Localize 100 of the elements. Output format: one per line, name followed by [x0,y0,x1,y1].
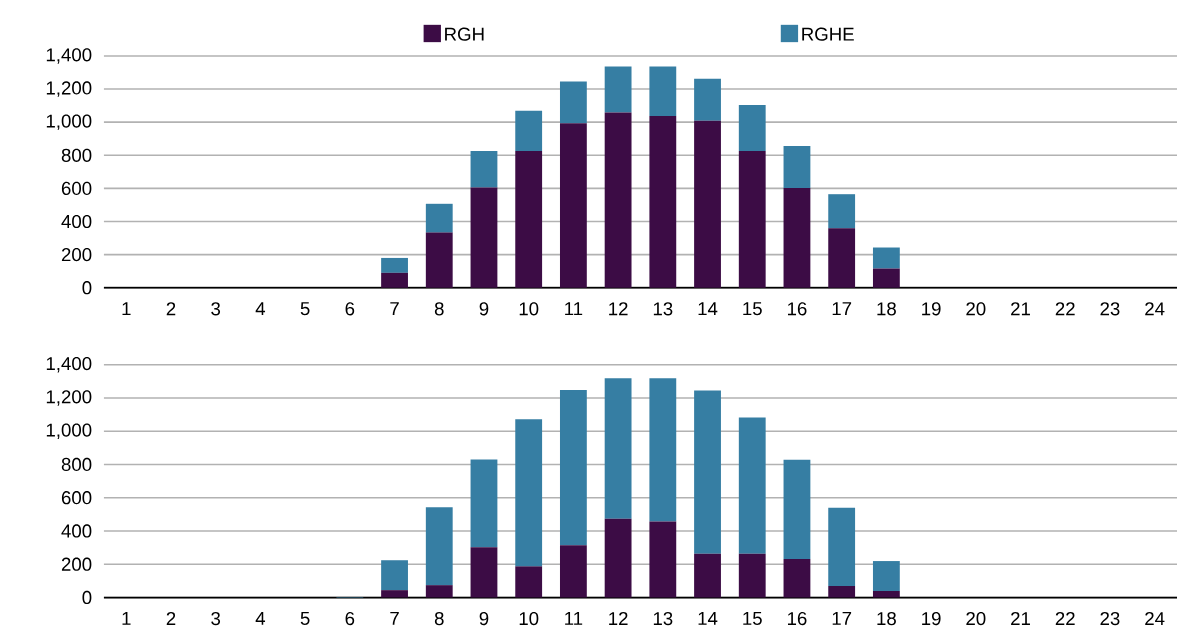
x-tick-label: 4 [255,302,266,315]
bar [783,558,811,598]
x-tick-label: 17 [832,302,852,315]
bar [559,545,587,598]
bar [738,104,766,151]
x-tick-label: 10 [519,301,539,316]
legend-label: RGHE [802,27,854,41]
x-tick-label: 8 [434,301,444,316]
y-tick-label: 400 [61,524,92,538]
bar [783,187,811,288]
x-tick-label: 20 [966,611,986,625]
x-tick-label: 10 [519,611,539,625]
bar [783,145,811,188]
x-tick-label: 24 [1145,611,1165,625]
bar [738,417,766,554]
bar [425,232,453,288]
y-tick-label: 0 [82,280,92,295]
x-tick-label: 1 [122,611,131,625]
x-tick-label: 16 [788,301,807,316]
y-tick-label: 200 [61,557,92,571]
x-tick-label: 3 [211,611,221,625]
bar [515,566,543,598]
y-tick-label: 800 [61,457,92,471]
bar [425,507,453,585]
x-tick-label: 2 [166,301,176,316]
x-tick-label: 17 [832,611,852,625]
x-tick-label: 6 [345,301,355,316]
bar [381,257,408,273]
x-tick-label: 9 [479,611,489,625]
bar [515,110,543,151]
y-tick-label: 1,200 [46,81,92,97]
x-tick-label: 20 [966,301,986,316]
legend-label: RGH [445,27,484,41]
bar [649,521,677,598]
bar [649,115,677,288]
bar [559,389,587,546]
x-tick-label: 14 [698,611,718,625]
x-tick-label: 13 [653,611,673,625]
bar [872,247,900,269]
bar [604,66,632,113]
x-tick-label: 21 [1011,611,1030,625]
x-tick-label: 19 [922,611,941,625]
bar [381,589,408,598]
bar [515,419,543,567]
bar [381,272,408,288]
bar [470,459,498,548]
x-tick-label: 23 [1100,301,1120,316]
x-tick-label: 3 [211,301,221,316]
x-tick-label: 15 [743,302,762,316]
x-tick-label: 12 [609,301,628,316]
x-tick-label: 8 [434,611,444,625]
bar [649,377,677,522]
bar [872,590,900,598]
x-tick-label: 11 [565,611,583,625]
x-tick-label: 22 [1055,301,1075,316]
bar [604,377,632,519]
bar [425,584,453,598]
y-tick-label: 600 [61,490,92,505]
bar [694,120,721,288]
bar [783,459,811,559]
bar [828,507,856,586]
bar [694,390,721,554]
bar [828,585,856,598]
y-tick-label: 1,400 [46,48,92,64]
bar [828,193,856,229]
x-tick-label: 7 [390,611,399,625]
bar [694,78,721,121]
bar [694,553,721,598]
x-tick-label: 22 [1055,611,1075,625]
y-tick-label: 1,400 [46,356,92,373]
bar [381,560,408,590]
y-tick-label: 1,200 [46,390,92,406]
x-tick-label: 7 [390,302,399,315]
bar [425,203,453,233]
y-tick-label: 1,000 [46,423,92,439]
x-tick-label: 5 [300,302,310,316]
bar [872,560,900,591]
bar [470,547,498,598]
y-tick-label: 600 [61,181,92,195]
x-tick-label: 16 [788,611,807,625]
bar [559,81,587,124]
x-tick-label: 12 [609,611,628,625]
x-tick-label: 6 [345,611,355,625]
x-tick-label: 14 [698,302,718,315]
x-tick-label: 15 [743,611,762,625]
x-tick-label: 23 [1100,611,1120,625]
bar [872,268,900,288]
bar [515,150,543,288]
bar [559,123,587,288]
bar [738,553,766,598]
x-tick-label: 18 [877,301,896,316]
x-tick-label: 9 [479,301,489,316]
x-tick-label: 18 [877,611,896,625]
x-tick-label: 1 [122,302,131,315]
bar [470,187,498,288]
y-tick-label: 800 [61,148,92,162]
y-tick-label: 0 [82,590,92,604]
x-tick-label: 13 [653,301,673,316]
x-tick-label: 5 [300,611,310,625]
bar [604,112,632,288]
